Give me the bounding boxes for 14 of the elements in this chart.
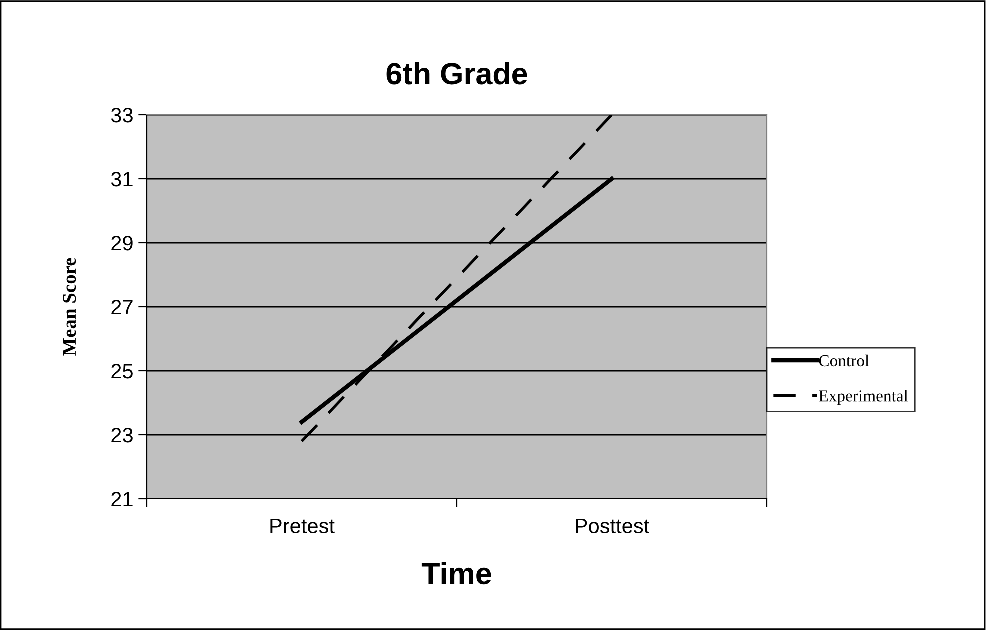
x-tick-label: Posttest bbox=[576, 518, 650, 534]
y-axis-title: Mean Score bbox=[63, 258, 76, 356]
y-tick-label: 29 bbox=[112, 236, 133, 251]
y-tick-label: 21 bbox=[112, 492, 133, 507]
y-tick-label: 31 bbox=[111, 172, 133, 187]
y-tick-label: 33 bbox=[111, 108, 133, 123]
legend-label: Experimental bbox=[819, 390, 908, 406]
legend-label: Control bbox=[819, 354, 870, 367]
x-tick-label: Pretest bbox=[270, 518, 335, 534]
chart-title: 6th Grade bbox=[386, 62, 528, 85]
y-tick-label: 23 bbox=[112, 428, 133, 443]
y-tick-label: 27 bbox=[112, 300, 133, 315]
y-tick-label: 25 bbox=[112, 364, 133, 379]
x-axis-title: Time bbox=[422, 562, 492, 585]
